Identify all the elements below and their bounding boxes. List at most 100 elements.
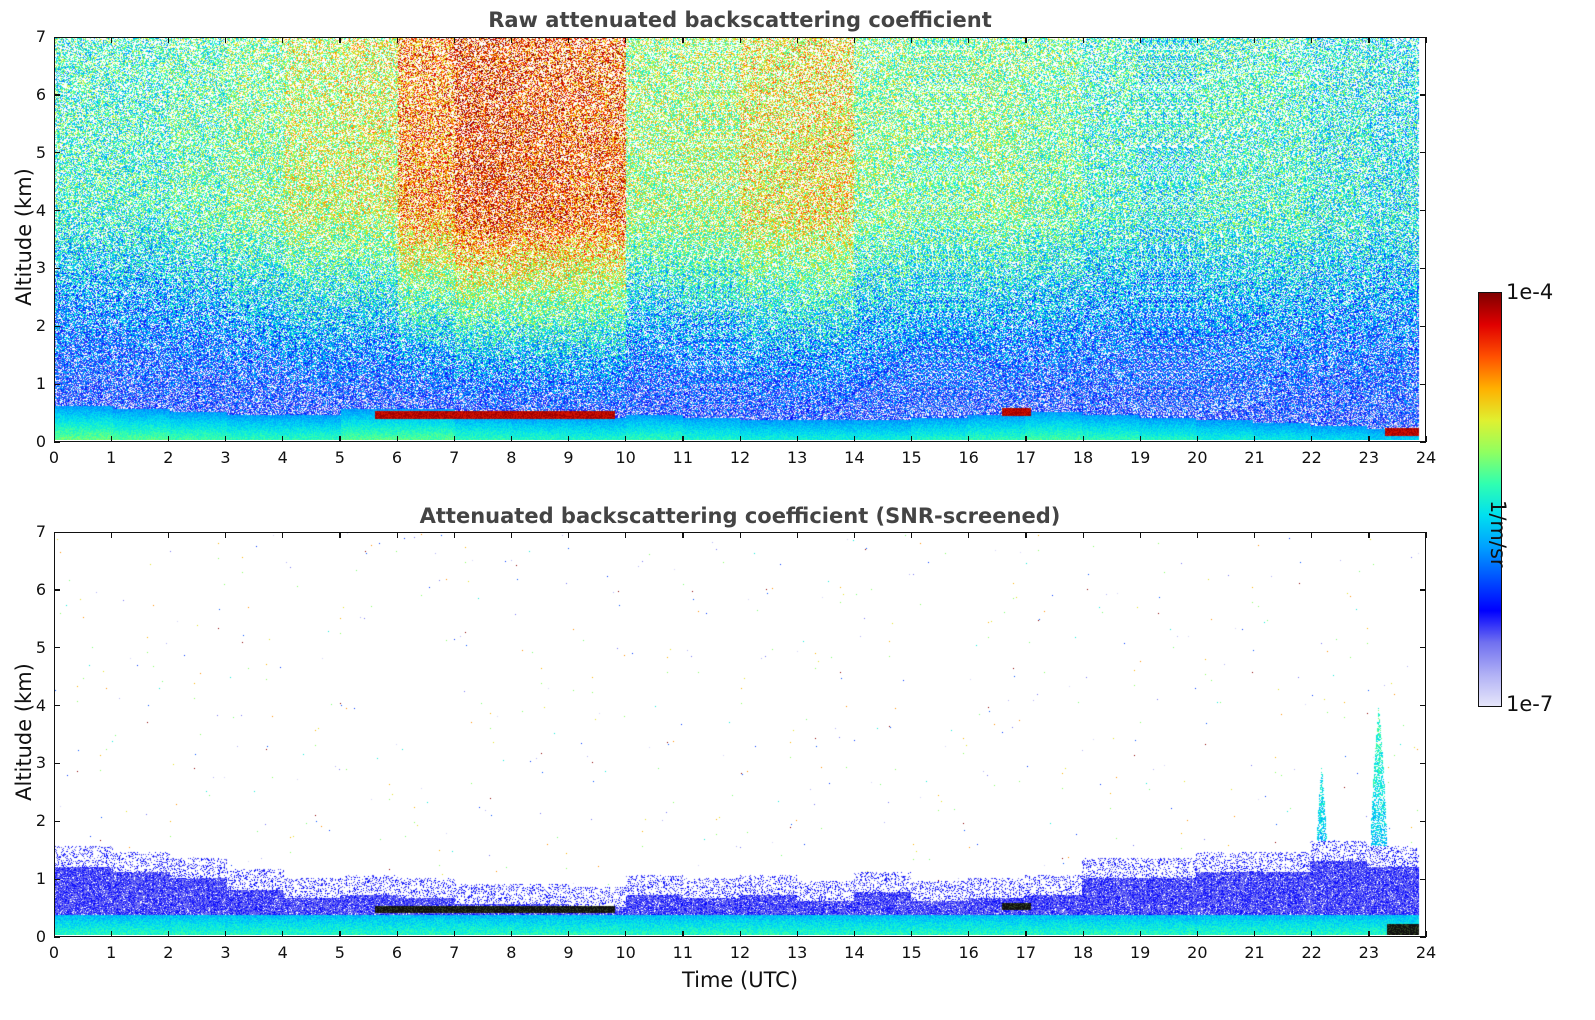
x-tick xyxy=(396,931,398,937)
y-tick xyxy=(54,936,60,938)
x-tick-label: 14 xyxy=(844,943,865,962)
x-tick-label: 7 xyxy=(449,448,460,467)
x-tick xyxy=(568,436,570,442)
x-tick-label: 19 xyxy=(1129,943,1151,962)
y-tick xyxy=(54,820,60,822)
x-tick xyxy=(1196,931,1199,937)
x-tick xyxy=(339,931,341,937)
x-tick-label: 2 xyxy=(163,943,174,962)
x-tick xyxy=(568,931,570,937)
y-tick-label: 1 xyxy=(35,869,46,889)
y-tick-label: 2 xyxy=(35,811,46,831)
x-tick-label: 20 xyxy=(1187,448,1208,467)
x-tick-label: 24 xyxy=(1415,448,1437,467)
x-tick xyxy=(225,532,227,538)
x-tick-label: 16 xyxy=(958,448,979,467)
x-tick xyxy=(625,931,627,937)
x-tick xyxy=(53,532,55,538)
x-tick xyxy=(968,532,970,538)
y-tick xyxy=(54,267,60,270)
x-tick xyxy=(396,532,398,538)
x-tick xyxy=(453,532,455,538)
x-tick-label: 18 xyxy=(1072,943,1094,962)
x-tick-label: 9 xyxy=(563,448,574,467)
x-tick xyxy=(853,436,856,442)
x-tick-label: 12 xyxy=(729,448,751,467)
y-tick xyxy=(1420,152,1426,154)
y-tick xyxy=(1420,878,1426,880)
colorbar-min-label: 1e-7 xyxy=(1506,692,1554,716)
y-tick-label: 2 xyxy=(35,316,46,336)
x-tick xyxy=(911,37,913,43)
x-tick xyxy=(682,931,684,937)
x-tick-label: 0 xyxy=(48,448,60,467)
x-tick xyxy=(1425,931,1427,937)
x-tick xyxy=(1368,37,1370,43)
panel1-plot-area xyxy=(54,37,1426,442)
x-tick-label: 18 xyxy=(1072,448,1094,467)
x-tick xyxy=(968,37,970,43)
x-tick xyxy=(1196,37,1199,43)
x-tick xyxy=(911,436,913,442)
y-tick-label: 0 xyxy=(35,927,46,946)
x-tick xyxy=(1425,532,1427,538)
x-tick xyxy=(1025,532,1027,538)
x-tick-label: 13 xyxy=(786,943,808,962)
x-tick xyxy=(739,532,741,538)
x-tick xyxy=(625,37,627,43)
x-tick xyxy=(396,37,398,43)
x-tick xyxy=(167,532,170,538)
colorbar xyxy=(1478,292,1502,707)
y-tick-label: 5 xyxy=(35,637,46,657)
panel2-x-axis-label: Time (UTC) xyxy=(681,968,799,992)
x-tick xyxy=(1139,532,1141,538)
y-tick xyxy=(1420,267,1426,270)
y-tick-label: 0 xyxy=(35,432,46,451)
x-tick xyxy=(1139,436,1141,442)
y-tick xyxy=(54,589,60,591)
y-tick xyxy=(1420,531,1426,533)
x-tick xyxy=(625,532,627,538)
x-tick xyxy=(282,436,284,442)
y-tick xyxy=(54,878,60,880)
x-tick xyxy=(568,37,570,43)
x-tick-label: 4 xyxy=(277,943,288,962)
y-tick xyxy=(1420,36,1426,38)
x-tick xyxy=(167,436,170,442)
x-tick-label: 21 xyxy=(1244,448,1265,467)
x-tick xyxy=(796,436,798,442)
y-tick xyxy=(1420,705,1426,707)
x-tick xyxy=(1254,37,1256,43)
y-tick xyxy=(54,152,60,154)
x-tick-label: 0 xyxy=(48,943,60,962)
x-tick-label: 16 xyxy=(958,943,979,962)
y-tick xyxy=(54,94,60,96)
x-tick xyxy=(282,532,284,538)
x-tick-label: 24 xyxy=(1415,943,1437,962)
x-tick xyxy=(625,436,627,442)
x-tick xyxy=(110,37,112,43)
x-tick-label: 10 xyxy=(615,943,636,962)
x-tick xyxy=(1254,436,1256,442)
y-tick-label: 7 xyxy=(35,27,46,46)
y-tick xyxy=(1420,589,1426,591)
x-tick xyxy=(911,532,913,538)
x-tick-label: 17 xyxy=(1015,943,1036,962)
y-tick xyxy=(54,705,60,707)
x-tick xyxy=(1368,931,1370,937)
x-tick-label: 23 xyxy=(1358,943,1379,962)
x-tick xyxy=(796,931,798,937)
panel1-title: Raw attenuated backscattering coefficien… xyxy=(488,8,992,32)
x-tick xyxy=(225,37,227,43)
x-tick xyxy=(53,37,55,43)
x-tick-label: 13 xyxy=(786,448,808,467)
x-tick xyxy=(282,931,284,937)
x-tick xyxy=(1082,37,1084,43)
x-tick xyxy=(1082,532,1084,538)
x-tick-label: 8 xyxy=(506,448,517,467)
panel2-plot-area xyxy=(54,532,1426,937)
x-tick xyxy=(1254,532,1256,538)
x-tick xyxy=(1425,436,1427,442)
y-tick-label: 1 xyxy=(35,374,46,394)
y-tick-label: 4 xyxy=(35,695,46,715)
